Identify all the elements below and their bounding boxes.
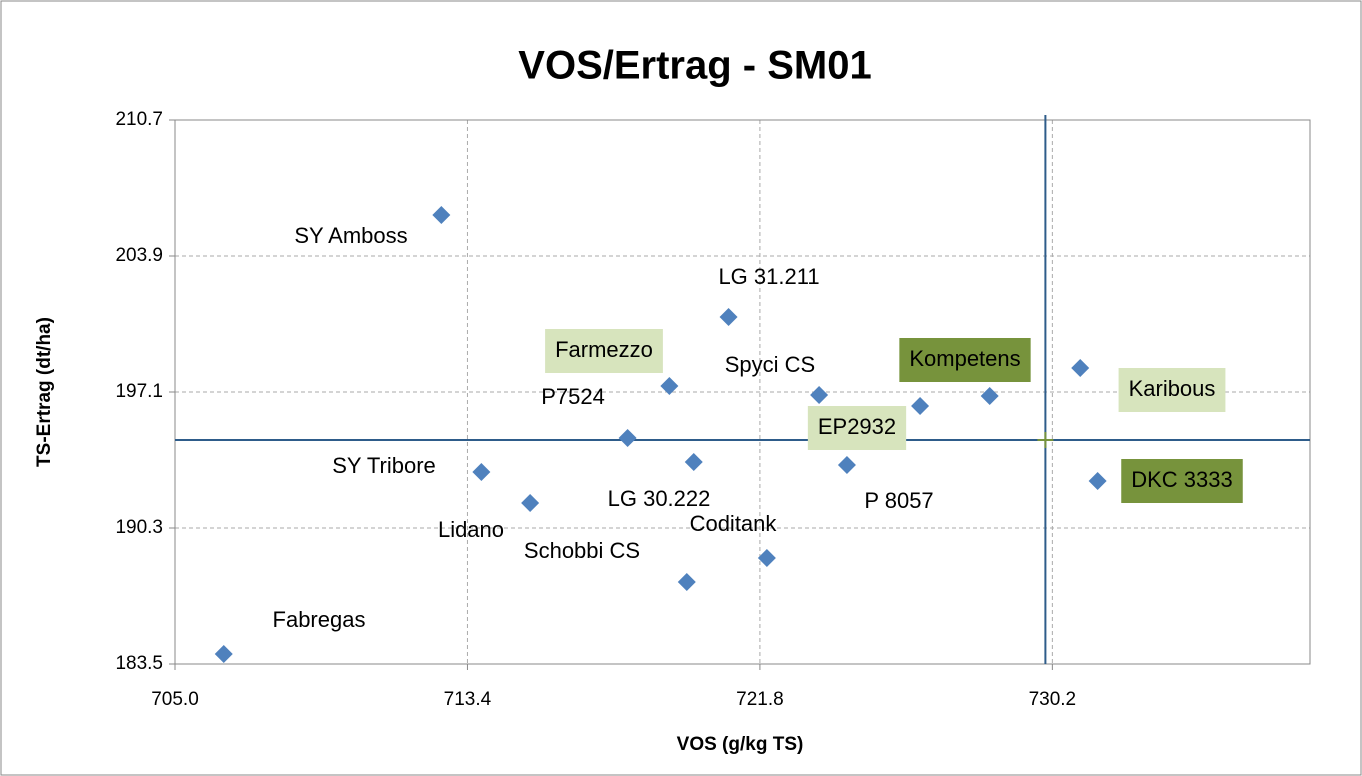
y-tick-label: 183.5 [115, 653, 163, 674]
point-label: Kompetens [909, 346, 1020, 371]
point-label: SY Tribore [332, 453, 436, 478]
point [1071, 359, 1090, 377]
y-tick-label: 197.1 [115, 381, 163, 402]
label-highlight [1121, 459, 1243, 503]
point [810, 386, 829, 404]
point-label: SY Amboss [294, 223, 407, 248]
y-tick-label: 190.3 [115, 517, 163, 538]
y-tick-label: 203.9 [115, 245, 163, 266]
y-axis-title: TS-Ertrag (dt/ha) [34, 317, 55, 467]
point [677, 573, 696, 591]
label-highlight [807, 406, 907, 450]
point-label: P7524 [541, 384, 605, 409]
point-label: Coditank [690, 511, 778, 536]
point [472, 463, 491, 481]
point [719, 308, 738, 326]
point-label: Spyci CS [725, 352, 815, 377]
x-tick-label: 705.0 [151, 689, 199, 710]
point [837, 456, 856, 474]
label-highlight [899, 338, 1031, 382]
point [432, 206, 451, 224]
point-label: Lidano [438, 517, 504, 542]
point [660, 377, 679, 395]
x-tick-label: 713.4 [444, 689, 492, 710]
y-tick-label: 210.7 [115, 109, 163, 130]
point-label: LG 30.222 [608, 486, 711, 511]
point [684, 453, 703, 471]
point [521, 494, 540, 512]
point-label: Fabregas [273, 607, 366, 632]
point-label: Karibous [1129, 376, 1216, 401]
x-tick-label: 721.8 [736, 689, 784, 710]
x-axis-title: VOS (g/kg TS) [677, 734, 804, 755]
point [214, 645, 233, 663]
point [1088, 472, 1107, 490]
point-label: EP2932 [818, 414, 896, 439]
reference-cross [1037, 432, 1054, 448]
chart-title: VOS/Ertrag - SM01 [518, 44, 871, 88]
point-label: DKC 3333 [1131, 467, 1233, 492]
point-label: LG 31.211 [718, 264, 819, 289]
point [618, 429, 637, 447]
label-highlight [1118, 368, 1226, 412]
point [911, 397, 930, 415]
point [757, 549, 776, 567]
x-tick-label: 730.2 [1029, 689, 1077, 710]
point-label: Farmezzo [555, 337, 653, 362]
plot-border [174, 119, 1311, 665]
point-label: Schobbi CS [524, 538, 640, 563]
point-label: P 8057 [864, 488, 933, 513]
label-highlight [545, 329, 663, 373]
point [980, 387, 999, 405]
